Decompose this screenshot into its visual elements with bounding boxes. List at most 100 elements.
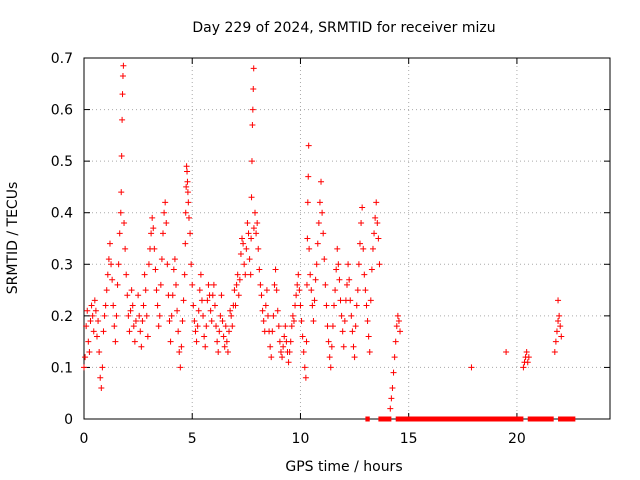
data-point (289, 312, 296, 319)
data-point (295, 271, 302, 278)
data-point (226, 328, 233, 335)
data-point (191, 318, 198, 325)
y-tick-label: 0.1 (51, 360, 73, 376)
data-point (557, 323, 564, 330)
data-point (195, 307, 202, 314)
data-point (243, 245, 250, 252)
data-point (218, 292, 225, 299)
data-point (344, 281, 350, 288)
data-point (203, 323, 210, 330)
data-point (556, 312, 563, 319)
data-point (190, 302, 197, 309)
data-point (269, 328, 276, 335)
data-point (336, 276, 343, 283)
data-point (180, 297, 187, 304)
data-point (91, 297, 98, 304)
data-point (280, 343, 287, 350)
data-point (124, 292, 131, 299)
data-point (219, 318, 226, 325)
data-point (287, 338, 294, 345)
data-point (369, 245, 376, 252)
data-point (139, 318, 146, 325)
data-point (347, 297, 354, 304)
data-point (298, 318, 305, 325)
data-point (204, 297, 211, 304)
data-point (345, 261, 352, 268)
x-tick-label: 10 (292, 431, 310, 447)
data-point (272, 266, 279, 273)
data-point (214, 338, 221, 345)
data-point (184, 189, 191, 196)
data-point (184, 178, 191, 185)
data-point (257, 281, 264, 288)
data-point (242, 271, 249, 278)
data-point (276, 338, 283, 345)
data-point (244, 220, 251, 227)
data-point (258, 292, 265, 299)
data-point (249, 122, 256, 129)
data-point (90, 328, 97, 335)
data-point (303, 338, 310, 345)
data-point (223, 338, 230, 345)
data-point (285, 359, 292, 366)
data-point (156, 312, 163, 319)
data-point (202, 343, 209, 350)
data-point (101, 312, 108, 319)
data-point (110, 302, 117, 309)
data-point (553, 328, 560, 335)
data-point (293, 292, 300, 299)
data-point (250, 65, 257, 72)
data-point (235, 292, 242, 299)
data-point (95, 318, 102, 325)
data-point (188, 261, 195, 268)
data-point (184, 168, 191, 175)
data-point (390, 369, 397, 376)
data-point (247, 271, 254, 278)
data-point (303, 281, 310, 288)
data-point (89, 312, 96, 319)
data-point (169, 292, 176, 299)
data-point (192, 328, 199, 335)
data-point (141, 271, 148, 278)
data-point (104, 271, 111, 278)
data-point (304, 235, 311, 242)
data-point (397, 328, 404, 335)
data-points (81, 62, 576, 422)
chart-title: Day 229 of 2024, SRMTID for receiver miz… (192, 20, 495, 36)
data-point (301, 364, 308, 371)
data-point (128, 287, 135, 294)
data-point (213, 323, 220, 330)
x-tick-label: 0 (80, 431, 89, 447)
data-point (520, 364, 527, 371)
data-point (328, 343, 335, 350)
data-point (363, 302, 370, 309)
data-point (177, 364, 184, 371)
data-point (320, 230, 327, 237)
data-point (182, 209, 189, 216)
axis-ticks: 0 5 10 15 20 0 0.1 0.2 0.3 0.4 0.5 0.6 0.7 (51, 51, 610, 447)
data-point (263, 287, 270, 294)
data-point (273, 287, 280, 294)
data-point (153, 287, 160, 294)
data-point (364, 318, 371, 325)
data-point (282, 323, 289, 330)
data-point (241, 261, 248, 268)
data-point (332, 287, 339, 294)
data-point (250, 85, 257, 92)
data-point (351, 354, 358, 361)
data-point (314, 240, 321, 247)
data-point (154, 302, 161, 309)
data-point (227, 307, 234, 314)
data-point (111, 323, 118, 330)
data-point (222, 323, 229, 330)
x-axis-label: GPS time / hours (285, 459, 402, 475)
data-point (233, 281, 240, 288)
data-point (290, 318, 297, 325)
data-point (329, 323, 336, 330)
data-point (288, 323, 295, 330)
data-point (136, 312, 143, 319)
data-point (143, 312, 150, 319)
data-point (271, 281, 278, 288)
data-point (395, 318, 402, 325)
data-point (232, 302, 239, 309)
